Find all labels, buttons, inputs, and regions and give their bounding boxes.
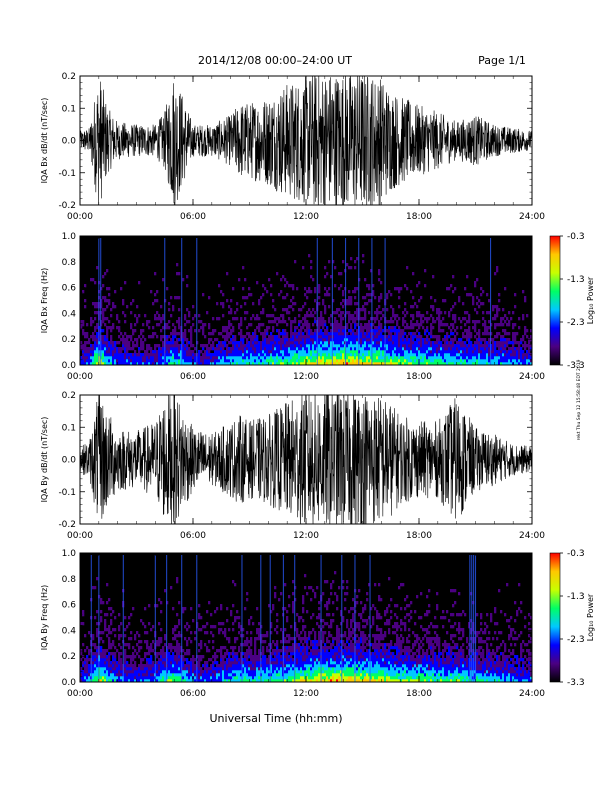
bx-spectrogram-power-cells bbox=[80, 254, 532, 365]
by-spectrogram-y-tick-label: 0.4 bbox=[62, 626, 77, 636]
date-range-title: 2014/12/08 00:00–24:00 UT bbox=[198, 54, 352, 67]
by-waveform-ylabel: IQA By dB/dt (nT/sec) bbox=[40, 417, 49, 503]
by-colorbar-label: Log₁₀ Power bbox=[586, 593, 595, 641]
bx-spectrogram-y-tick-label: 0.8 bbox=[62, 258, 77, 268]
bx-waveform-y-tick-label: 0.0 bbox=[62, 137, 77, 147]
by-spectrogram-x-ticks: 00:00 06:00 12:00 18:00 24:00 bbox=[67, 553, 545, 699]
by-spectrogram-x-tick-label: 18:00 bbox=[406, 689, 432, 699]
bx-spectrogram-x-tick-label: 18:00 bbox=[406, 372, 432, 382]
bx-waveform-x-tick-label: 18:00 bbox=[406, 212, 432, 222]
bx-colorbar-ticks: -0.3 -1.3 -2.3 -3.3 bbox=[560, 232, 585, 371]
bx-waveform-y-tick-label: -0.2 bbox=[58, 201, 76, 211]
by-waveform-x-tick-label: 00:00 bbox=[67, 531, 93, 541]
by-waveform-y-tick-label: 0.2 bbox=[62, 391, 76, 401]
bx-waveform-y-tick-label: 0.2 bbox=[62, 72, 76, 82]
by-waveform-x-ticks: 00:00 06:00 12:00 18:00 24:00 bbox=[67, 395, 545, 541]
bx-spectrogram-plot-area bbox=[80, 236, 532, 365]
by-colorbar-ticks: -0.3 -1.3 -2.3 -3.3 bbox=[560, 549, 585, 688]
generation-note: rekt Thu Sep 12 15:58:48 EDT 2019 bbox=[576, 359, 582, 440]
by-waveform-y-tick-label: 0.0 bbox=[62, 456, 77, 466]
by-spectrogram-y-tick-label: 0.8 bbox=[62, 575, 77, 585]
by-waveform-x-tick-label: 12:00 bbox=[293, 531, 319, 541]
bx-colorbar-label: Log₁₀ Power bbox=[586, 276, 595, 324]
bx-spectrogram-y-tick-label: 1.0 bbox=[62, 232, 77, 242]
bx-waveform-x-tick-label: 06:00 bbox=[180, 212, 206, 222]
by-spectrogram-colorbar-tick-label: -2.3 bbox=[567, 635, 585, 645]
bx-waveform-x-tick-label: 00:00 bbox=[67, 212, 93, 222]
by-spectrogram-y-tick-label: 1.0 bbox=[62, 549, 77, 559]
by-spectrogram-colorbar-tick-label: -3.3 bbox=[567, 678, 585, 688]
by-spectrogram-y-tick-label: 0.6 bbox=[62, 601, 77, 611]
bx-spectrogram-x-tick-label: 00:00 bbox=[67, 372, 93, 382]
bx-spectrogram-x-tick-label: 06:00 bbox=[180, 372, 206, 382]
by-waveform-x-tick-label: 24:00 bbox=[519, 531, 545, 541]
by-waveform-y-tick-label: 0.1 bbox=[62, 423, 76, 433]
bx-waveform-x-tick-label: 24:00 bbox=[519, 212, 545, 222]
bx-spectrogram-y-tick-label: 0.4 bbox=[62, 309, 77, 319]
bx-spectrogram-x-ticks: 00:00 06:00 12:00 18:00 24:00 bbox=[67, 236, 545, 382]
bx-waveform-x-ticks: 00:00 06:00 12:00 18:00 24:00 bbox=[67, 76, 545, 222]
bx-spectrogram-colorbar-tick-label: -1.3 bbox=[567, 275, 585, 285]
by-waveform-x-tick-label: 18:00 bbox=[406, 531, 432, 541]
bx-spectrogram-colorbar-tick-label: -0.3 bbox=[567, 232, 585, 242]
by-spectrogram-y-tick-label: 0.2 bbox=[62, 652, 76, 662]
by-spectrogram-x-tick-label: 24:00 bbox=[519, 689, 545, 699]
by-waveform-x-tick-label: 06:00 bbox=[180, 531, 206, 541]
by-spectrogram-x-tick-label: 06:00 bbox=[180, 689, 206, 699]
bx-spectrogram-y-tick-label: 0.2 bbox=[62, 335, 76, 345]
bx-waveform-y-tick-label: -0.1 bbox=[58, 169, 76, 179]
by-waveform-y-tick-label: -0.1 bbox=[58, 488, 76, 498]
bx-waveform-x-tick-label: 12:00 bbox=[293, 212, 319, 222]
by-spectrogram-y-ticks: 1.0 0.8 0.6 0.4 0.2 0.0 bbox=[62, 549, 532, 688]
bx-spectrogram-ylabel: IQA Bx Freq (Hz) bbox=[40, 268, 49, 334]
by-waveform-y-ticks: 0.2 0.1 0.0 -0.1 -0.2 bbox=[58, 391, 532, 530]
bx-waveform-ylabel: IQA Bx dB/dt (nT/sec) bbox=[40, 98, 49, 184]
bx-colorbar bbox=[549, 235, 561, 366]
panel-bx-waveform: 0.2 0.1 0.0 -0.1 -0.2 00:00 06:00 12:00 18:00 24… bbox=[40, 72, 545, 222]
panel-by-spectrogram: 1.0 0.8 0.6 0.4 0.2 0.0 00:00 06:00 12:00 18:00 2… bbox=[40, 549, 595, 699]
by-spectrogram-x-tick-label: 12:00 bbox=[293, 689, 319, 699]
by-spectrogram-plot-area bbox=[80, 553, 532, 682]
bx-spectrogram-colorbar-tick-label: -2.3 bbox=[567, 318, 585, 328]
by-colorbar bbox=[549, 552, 561, 683]
by-spectrogram-x-tick-label: 00:00 bbox=[67, 689, 93, 699]
bx-spectrogram-y-ticks: 1.0 0.8 0.6 0.4 0.2 0.0 bbox=[62, 232, 532, 371]
by-waveform-series-line bbox=[80, 395, 532, 524]
bx-spectrogram-y-tick-label: 0.0 bbox=[62, 361, 77, 371]
by-spectrogram-ylabel: IQA By Freq (Hz) bbox=[40, 585, 49, 651]
by-spectrogram-colorbar-tick-label: -0.3 bbox=[567, 549, 585, 559]
bx-spectrogram-x-tick-label: 12:00 bbox=[293, 372, 319, 382]
bx-waveform-y-tick-label: 0.1 bbox=[62, 104, 76, 114]
page-indicator: Page 1/1 bbox=[478, 54, 526, 67]
panel-bx-spectrogram: 1.0 0.8 0.6 0.4 0.2 0.0 00:00 06:00 12:00 18:00 2… bbox=[40, 232, 595, 382]
by-spectrogram-y-tick-label: 0.0 bbox=[62, 678, 77, 688]
bx-waveform-y-ticks: 0.2 0.1 0.0 -0.1 -0.2 bbox=[58, 72, 532, 211]
bx-spectrogram-x-tick-label: 24:00 bbox=[519, 372, 545, 382]
panel-by-waveform: 0.2 0.1 0.0 -0.1 -0.2 00:00 06:00 12:00 18:00 24… bbox=[40, 391, 545, 541]
by-waveform-plot-area bbox=[80, 395, 532, 524]
by-spectrogram-colorbar-tick-label: -1.3 bbox=[567, 592, 585, 602]
x-axis-label: Universal Time (hh:mm) bbox=[210, 712, 343, 725]
bx-spectrogram-colorbar-tick-label: -3.3 bbox=[567, 361, 585, 371]
by-waveform-y-tick-label: -0.2 bbox=[58, 520, 76, 530]
bx-spectrogram-y-tick-label: 0.6 bbox=[62, 284, 77, 294]
